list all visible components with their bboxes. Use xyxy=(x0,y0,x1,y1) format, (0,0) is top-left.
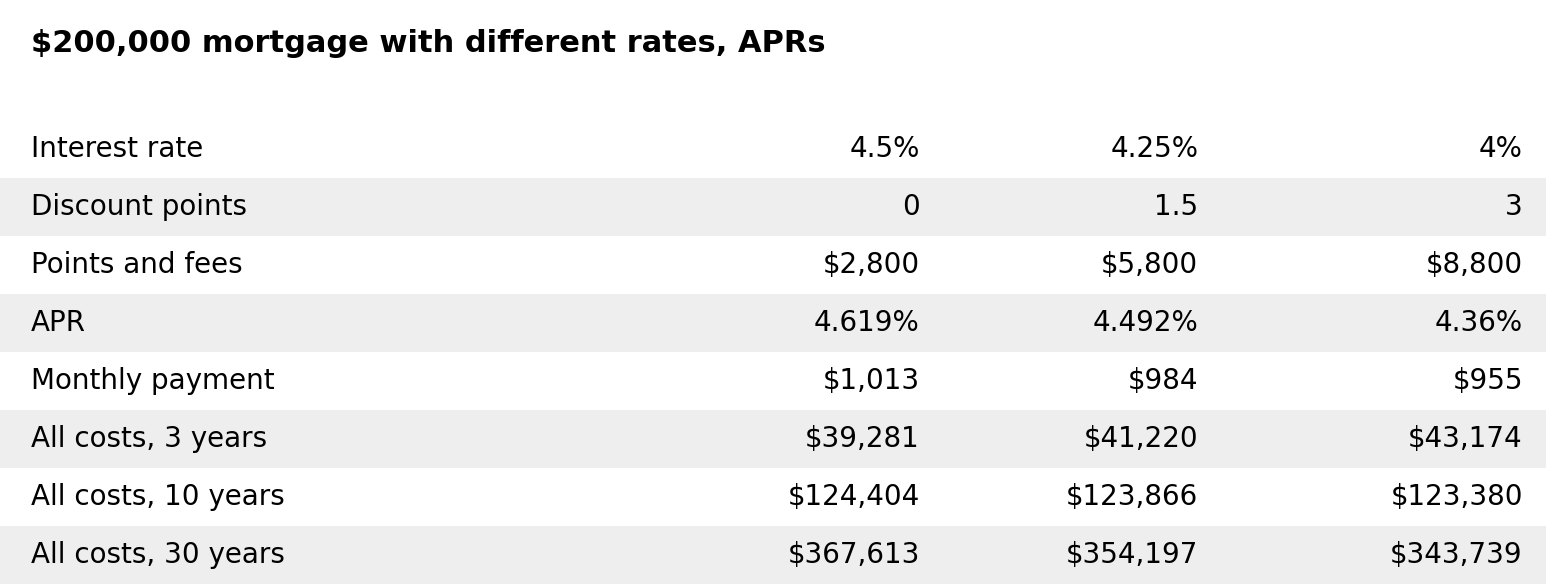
Bar xyxy=(0,526,1546,584)
Text: 4.492%: 4.492% xyxy=(1093,309,1198,337)
Text: $123,380: $123,380 xyxy=(1390,483,1523,511)
Text: $41,220: $41,220 xyxy=(1084,425,1198,453)
Text: 4.25%: 4.25% xyxy=(1110,135,1198,163)
Text: $43,174: $43,174 xyxy=(1408,425,1523,453)
Text: All costs, 30 years: All costs, 30 years xyxy=(31,541,284,569)
Text: All costs, 10 years: All costs, 10 years xyxy=(31,483,284,511)
Text: 4.5%: 4.5% xyxy=(849,135,920,163)
Text: Monthly payment: Monthly payment xyxy=(31,367,275,395)
Text: All costs, 3 years: All costs, 3 years xyxy=(31,425,267,453)
Text: 4.36%: 4.36% xyxy=(1435,309,1523,337)
Text: $367,613: $367,613 xyxy=(787,541,920,569)
Text: $343,739: $343,739 xyxy=(1390,541,1523,569)
Text: APR: APR xyxy=(31,309,87,337)
Text: 4%: 4% xyxy=(1480,135,1523,163)
Text: $2,800: $2,800 xyxy=(822,251,920,279)
Text: $124,404: $124,404 xyxy=(787,483,920,511)
Text: $1,013: $1,013 xyxy=(822,367,920,395)
Text: 3: 3 xyxy=(1506,193,1523,221)
Bar xyxy=(0,294,1546,352)
Text: 1.5: 1.5 xyxy=(1153,193,1198,221)
Text: Interest rate: Interest rate xyxy=(31,135,203,163)
Text: Points and fees: Points and fees xyxy=(31,251,243,279)
Bar xyxy=(0,410,1546,468)
Text: 4.619%: 4.619% xyxy=(815,309,920,337)
Text: $8,800: $8,800 xyxy=(1425,251,1523,279)
Bar xyxy=(0,178,1546,236)
Text: $984: $984 xyxy=(1127,367,1198,395)
Text: Discount points: Discount points xyxy=(31,193,247,221)
Text: $123,866: $123,866 xyxy=(1065,483,1198,511)
Text: 0: 0 xyxy=(903,193,920,221)
Text: $5,800: $5,800 xyxy=(1101,251,1198,279)
Text: $955: $955 xyxy=(1452,367,1523,395)
Text: $200,000 mortgage with different rates, APRs: $200,000 mortgage with different rates, … xyxy=(31,29,826,59)
Text: $354,197: $354,197 xyxy=(1065,541,1198,569)
Text: $39,281: $39,281 xyxy=(805,425,920,453)
